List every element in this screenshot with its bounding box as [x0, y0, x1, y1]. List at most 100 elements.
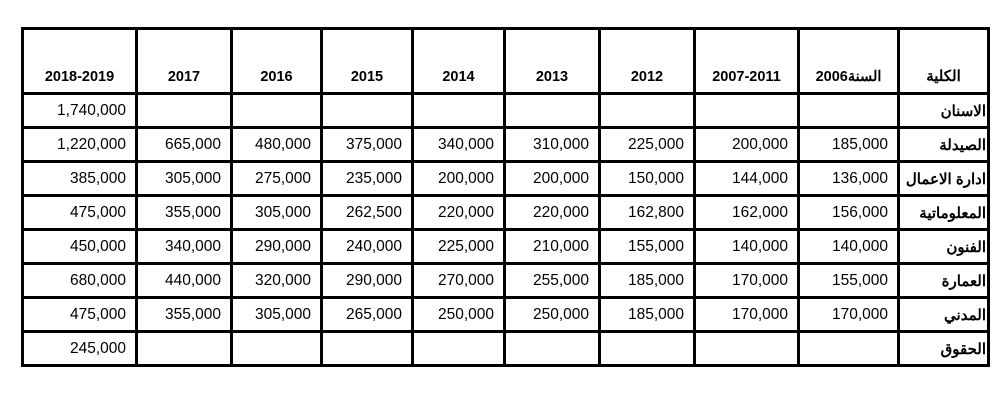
- fee-value-cell: 310,000: [503, 126, 601, 163]
- fee-value-cell: 290,000: [230, 228, 323, 265]
- fee-value-cell: 200,000: [411, 160, 506, 197]
- fee-value-cell: 210,000: [503, 228, 601, 265]
- fee-value-cell: 155,000: [598, 228, 696, 265]
- fee-value-cell: 355,000: [135, 296, 233, 333]
- table-row: الاسنان 1,740,000: [21, 92, 990, 129]
- college-name-cell: المعلوماتية: [897, 194, 990, 231]
- fee-value-cell: [693, 92, 800, 129]
- fee-value-cell: [135, 330, 233, 367]
- college-column-header: الكلية: [897, 27, 990, 95]
- fee-value-cell: 262,500: [320, 194, 414, 231]
- year-column-header: 2016: [230, 27, 323, 95]
- year-column-header: 2017: [135, 27, 233, 95]
- fee-value-cell: 680,000: [21, 262, 138, 299]
- table-row: المدني 170,000 170,000 185,000 250,000 250,00…: [21, 296, 990, 333]
- fee-value-cell: 250,000: [411, 296, 506, 333]
- year-column-header: 2018-2019: [21, 27, 138, 95]
- year-column-header: 2012: [598, 27, 696, 95]
- fee-value-cell: 235,000: [320, 160, 414, 197]
- college-name-cell: الاسنان: [897, 92, 990, 129]
- fee-value-cell: 320,000: [230, 262, 323, 299]
- table-row: الحقوق 245,000: [21, 330, 990, 367]
- fee-value-cell: 136,000: [797, 160, 900, 197]
- fee-value-cell: 170,000: [797, 296, 900, 333]
- year-column-header: 2013: [503, 27, 601, 95]
- fee-value-cell: [797, 92, 900, 129]
- college-name-cell: الفنون: [897, 228, 990, 265]
- fee-value-cell: 305,000: [230, 194, 323, 231]
- college-name-cell: العمارة: [897, 262, 990, 299]
- college-name-cell: الحقوق: [897, 330, 990, 367]
- fee-value-cell: 220,000: [503, 194, 601, 231]
- fee-value-cell: [320, 330, 414, 367]
- tuition-fees-table: الكلية السنة2006 2007-2011 2012 2013 2014 2015…: [21, 27, 990, 367]
- fee-value-cell: [411, 92, 506, 129]
- fee-value-cell: 665,000: [135, 126, 233, 163]
- fee-value-cell: 140,000: [693, 228, 800, 265]
- fee-value-cell: [797, 330, 900, 367]
- fee-value-cell: [598, 330, 696, 367]
- college-name-cell: الصيدلة: [897, 126, 990, 163]
- fee-value-cell: 240,000: [320, 228, 414, 265]
- year-column-header: 2007-2011: [693, 27, 800, 95]
- fee-value-cell: 450,000: [21, 228, 138, 265]
- fee-value-cell: 200,000: [693, 126, 800, 163]
- fee-value-cell: 170,000: [693, 262, 800, 299]
- fee-value-cell: [411, 330, 506, 367]
- fee-value-cell: 220,000: [411, 194, 506, 231]
- fee-value-cell: 225,000: [598, 126, 696, 163]
- fee-value-cell: 385,000: [21, 160, 138, 197]
- fee-value-cell: [503, 92, 601, 129]
- fee-value-cell: 155,000: [797, 262, 900, 299]
- fee-value-cell: 355,000: [135, 194, 233, 231]
- fee-value-cell: 480,000: [230, 126, 323, 163]
- fee-value-cell: 255,000: [503, 262, 601, 299]
- fee-value-cell: 250,000: [503, 296, 601, 333]
- fee-value-cell: 162,000: [693, 194, 800, 231]
- fee-value-cell: 140,000: [797, 228, 900, 265]
- fee-value-cell: [230, 330, 323, 367]
- header-row: الكلية السنة2006 2007-2011 2012 2013 2014 2015…: [21, 27, 990, 95]
- fee-value-cell: 270,000: [411, 262, 506, 299]
- college-name-cell: ادارة الاعمال: [897, 160, 990, 197]
- fee-value-cell: 245,000: [21, 330, 138, 367]
- fee-value-cell: 475,000: [21, 296, 138, 333]
- year-column-header: 2015: [320, 27, 414, 95]
- fee-value-cell: [598, 92, 696, 129]
- college-name-cell: المدني: [897, 296, 990, 333]
- fee-value-cell: 144,000: [693, 160, 800, 197]
- fee-value-cell: [503, 330, 601, 367]
- fee-value-cell: 440,000: [135, 262, 233, 299]
- fee-value-cell: [320, 92, 414, 129]
- fee-value-cell: 340,000: [135, 228, 233, 265]
- fee-value-cell: 340,000: [411, 126, 506, 163]
- fee-value-cell: [135, 92, 233, 129]
- fee-value-cell: 290,000: [320, 262, 414, 299]
- fee-value-cell: 150,000: [598, 160, 696, 197]
- table-row: ادارة الاعمال 136,000 144,000 150,000 200,00…: [21, 160, 990, 197]
- table-row: الصيدلة 185,000 200,000 225,000 310,000 340,0…: [21, 126, 990, 163]
- fee-value-cell: 475,000: [21, 194, 138, 231]
- table-body: الاسنان 1,740,000 الصيدلة 185,000 200,000 225…: [21, 92, 990, 367]
- fee-value-cell: 185,000: [797, 126, 900, 163]
- fee-value-cell: 275,000: [230, 160, 323, 197]
- fee-value-cell: [230, 92, 323, 129]
- fee-value-cell: 185,000: [598, 262, 696, 299]
- fee-value-cell: 375,000: [320, 126, 414, 163]
- fee-value-cell: 170,000: [693, 296, 800, 333]
- fee-value-cell: 1,220,000: [21, 126, 138, 163]
- fee-value-cell: 1,740,000: [21, 92, 138, 129]
- fee-value-cell: 156,000: [797, 194, 900, 231]
- fee-value-cell: [693, 330, 800, 367]
- fee-value-cell: 162,800: [598, 194, 696, 231]
- fee-value-cell: 305,000: [230, 296, 323, 333]
- fee-value-cell: 265,000: [320, 296, 414, 333]
- fee-value-cell: 225,000: [411, 228, 506, 265]
- table-row: الفنون 140,000 140,000 155,000 210,000 225,00…: [21, 228, 990, 265]
- table-row: المعلوماتية 156,000 162,000 162,800 220,000 2…: [21, 194, 990, 231]
- year-column-header: السنة2006: [797, 27, 900, 95]
- table-row: العمارة 155,000 170,000 185,000 255,000 270,0…: [21, 262, 990, 299]
- table-header: الكلية السنة2006 2007-2011 2012 2013 2014 2015…: [21, 27, 990, 95]
- fee-value-cell: 305,000: [135, 160, 233, 197]
